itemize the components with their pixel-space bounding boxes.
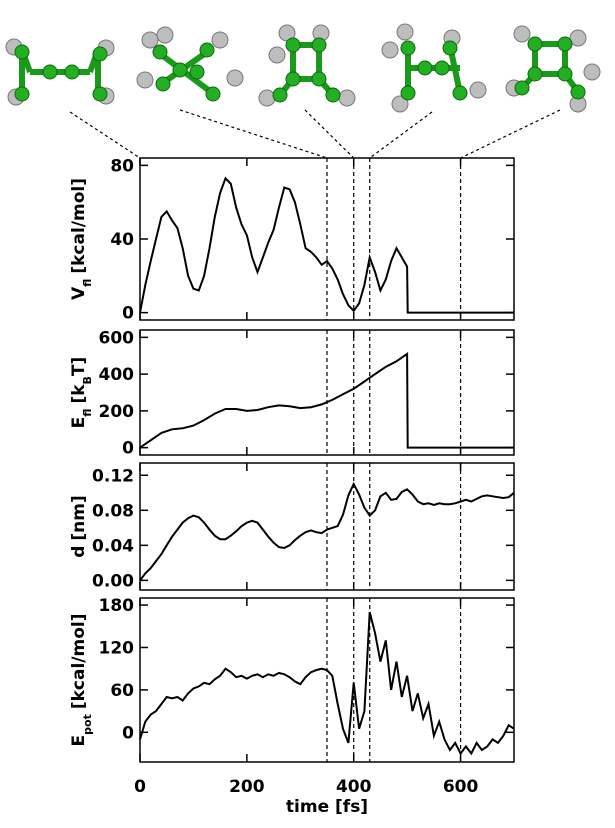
y-tick-label: 400 [99, 365, 135, 385]
molecule-5 [505, 25, 601, 113]
y-tick-label: 0 [122, 439, 134, 459]
data-line [139, 481, 515, 582]
y-tick-label: 0.00 [92, 571, 134, 591]
y-tick-label: 120 [99, 638, 135, 658]
x-tick-label: 600 [443, 777, 479, 797]
y-tick-label: 0.04 [92, 536, 134, 556]
y-tick-label: 0 [122, 304, 134, 324]
connector [460, 109, 561, 159]
molecule-3 [258, 24, 356, 107]
connector [304, 109, 355, 159]
y-axis-label: d [nm] [69, 495, 89, 558]
y-axis-label-part: [kcal/mol] [69, 178, 89, 274]
y-axis-label-part: [nm] [69, 495, 89, 540]
y-tick-label: 60 [110, 681, 134, 701]
y-axis-label-part: pot [81, 714, 94, 735]
y-axis-label: Efl [kBT] [69, 357, 94, 429]
molecules [5, 23, 601, 113]
y-axis-label-part: E [69, 735, 89, 747]
y-axis-label-part: E [69, 417, 89, 429]
molecule-2 [136, 26, 244, 102]
y-axis-label: Epot [kcal/mol] [69, 614, 94, 747]
y-axis-label-part: [k [69, 384, 89, 404]
y-axis-label-part: T] [69, 357, 89, 376]
y-tick-label: 0.08 [92, 501, 134, 521]
connector [179, 109, 328, 159]
data-line [139, 176, 514, 314]
y-axis-label: Vfl [kcal/mol] [69, 178, 94, 300]
y-tick-label: 80 [110, 156, 134, 176]
data-line [139, 611, 515, 756]
y-tick-label: 200 [99, 402, 135, 422]
molecule-4 [381, 23, 487, 113]
y-axis-label-part: B [81, 376, 94, 384]
y-tick-label: 0.12 [92, 466, 134, 486]
y-tick-label: 0 [122, 723, 134, 743]
y-axis-label-part: fl [81, 409, 94, 417]
x-tick-label: 400 [336, 777, 372, 797]
y-axis-label-part: V [69, 286, 89, 300]
y-tick-label: 40 [110, 230, 134, 250]
x-tick-label: 200 [229, 777, 265, 797]
x-tick-label: 0 [134, 777, 146, 797]
y-tick-label: 600 [99, 328, 135, 348]
y-axis-label-part: fl [81, 279, 94, 287]
connector [69, 111, 141, 159]
molecule-1 [5, 38, 115, 106]
y-axis-label-part: d [69, 546, 89, 558]
y-axis-label-part: [kcal/mol] [69, 614, 89, 710]
connector [369, 111, 433, 159]
y-tick-label: 180 [99, 596, 135, 616]
data-line [139, 351, 514, 449]
x-axis-label: time [fs] [286, 797, 368, 817]
